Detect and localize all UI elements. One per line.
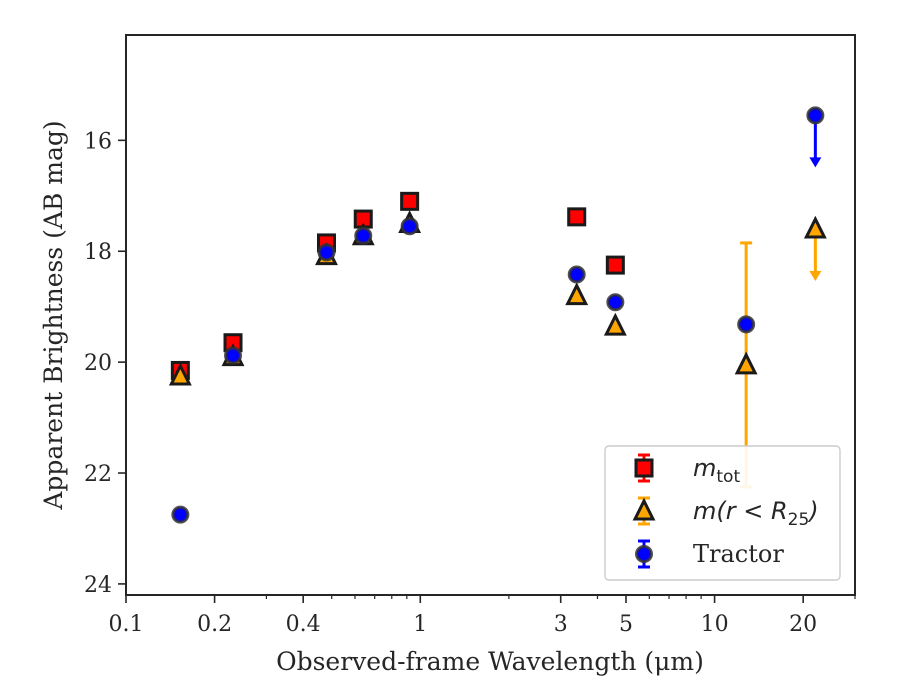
x-tick-label-3: 1 [413, 612, 427, 637]
axes-layer: 0.1 0.2 0.4 1 3 5 10 20 16 18 20 22 24 [84, 34, 856, 637]
y-tick-label-0: 16 [84, 129, 112, 154]
legend-label-main: m [693, 454, 716, 482]
legend-label-main: Tractor [693, 540, 784, 568]
legend-label-circle: Tractor [693, 540, 784, 568]
chart-legend: mtot m(r < R25) Tractor [604, 445, 841, 581]
y-tick-label-2: 20 [84, 351, 112, 376]
legend-marker-triangle [632, 497, 656, 521]
x-tick-label-1: 0.2 [197, 612, 232, 637]
x-axis-label: Observed-frame Wavelength (μm) [276, 647, 704, 676]
plot-layer [168, 106, 827, 524]
point-triangle-8-limit-arrow-head [809, 271, 822, 282]
legend-marker-square [634, 458, 654, 478]
point-circle-0 [171, 505, 190, 524]
legend-entry-square: mtot [634, 453, 740, 487]
point-circle-8 [806, 106, 825, 125]
x-tick-label-5: 5 [619, 612, 633, 637]
point-square-5 [567, 207, 587, 227]
point-triangle-6 [603, 312, 627, 336]
point-circle-7 [737, 315, 756, 334]
legend-marker-circle [635, 545, 653, 563]
x-tick-label-6: 10 [701, 612, 729, 637]
point-triangle-8 [803, 215, 827, 239]
x-tick-label-2: 0.4 [286, 612, 321, 637]
point-circle-5 [567, 265, 586, 284]
legend-entry-triangle: m(r < R25) [632, 496, 819, 530]
legend-label-subscript: tot [716, 467, 740, 487]
series-circle [171, 106, 825, 524]
legend-entry-circle: Tractor [635, 539, 784, 569]
point-circle-8-limit-arrow-head [809, 157, 822, 168]
point-circle-2 [317, 243, 336, 262]
x-tick-label-4: 3 [554, 612, 568, 637]
point-triangle-7 [734, 351, 758, 375]
legend-label-square: mtot [693, 454, 740, 487]
point-triangle-5 [565, 282, 589, 306]
point-circle-4 [400, 217, 419, 236]
y-tick-label-1: 18 [84, 240, 112, 265]
plot-frame [125, 34, 856, 596]
point-circle-1 [224, 346, 243, 365]
point-square-6 [605, 255, 625, 275]
series-square [170, 191, 625, 380]
legend-box [604, 445, 841, 581]
legend-label-close: ) [807, 497, 818, 525]
point-circle-3 [354, 226, 373, 245]
point-triangle-0 [168, 362, 192, 386]
legend-label-main: m(r < R [693, 497, 788, 525]
x-tick-label-0: 0.1 [109, 612, 144, 637]
x-tick-label-7: 20 [789, 612, 817, 637]
point-square-4 [400, 191, 420, 211]
y-tick-label-3: 22 [84, 462, 112, 487]
point-circle-6 [606, 293, 625, 312]
legend-label-subscript: 25 [788, 510, 810, 530]
legend-label-triangle: m(r < R25) [693, 497, 819, 530]
y-tick-label-4: 24 [84, 573, 112, 598]
y-axis-label: Apparent Brightness (AB mag) [39, 120, 68, 510]
